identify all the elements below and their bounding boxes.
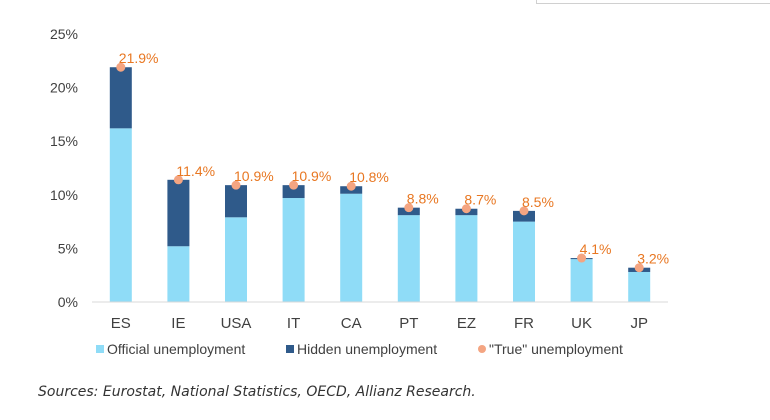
y-tick-label: 20%: [50, 80, 78, 96]
y-tick-label: 5%: [58, 240, 78, 256]
data-label-ie: 11.4%: [176, 163, 215, 179]
y-tick-label: 0%: [58, 294, 78, 310]
y-tick-label: 25%: [50, 26, 78, 42]
marker-true-pt: [404, 203, 414, 213]
bar-official-usa: [225, 217, 247, 302]
y-axis: 0% 5% 10% 15% 20% 25%: [50, 26, 78, 310]
data-label-pt: 8.8%: [407, 191, 439, 207]
bar-chart: 0% 5% 10% 15% 20% 25% 21.9% 11.4% 10.9% 10.9% 10.…: [50, 26, 669, 357]
bar-official-uk: [570, 259, 593, 302]
marker-true-ez: [461, 204, 471, 214]
bar-hidden-ie: [167, 179, 190, 247]
x-tick-label-ez: EZ: [457, 315, 476, 332]
bar-hidden-fr: [513, 210, 535, 222]
marker-true-it: [289, 180, 299, 190]
bar-official-es: [109, 128, 132, 302]
x-axis-labels: ES IE USA IT CA PT EZ FR UK JP: [111, 315, 648, 332]
bar-official-pt: [397, 215, 420, 302]
x-tick-label-ca: CA: [341, 315, 362, 332]
bar-official-jp: [628, 271, 651, 302]
marker-true-ie: [173, 175, 183, 185]
marker-true-es: [116, 62, 126, 72]
bar-official-ca: [340, 193, 363, 302]
legend-label-2: Hidden unemployment: [297, 341, 437, 357]
x-tick-label-it: IT: [287, 315, 300, 332]
x-tick-label-fr: FR: [514, 315, 534, 332]
bar-hidden-it: [282, 185, 305, 199]
marker-true-ca: [346, 181, 356, 191]
data-label-ca: 10.8%: [349, 169, 389, 185]
window-edge-divider: [536, 0, 770, 4]
true-unemployment-markers: 21.9% 11.4% 10.9% 10.9% 10.8% 8.8% 8.7% 8.5% 4.1…: [116, 50, 669, 273]
x-tick-label-usa: USA: [221, 315, 252, 332]
bar-official-ez: [455, 215, 478, 302]
data-label-usa: 10.9%: [234, 168, 274, 184]
bar-official-ie: [167, 246, 190, 302]
legend-swatch-2: [286, 345, 294, 353]
data-label-fr: 8.5%: [522, 194, 554, 210]
marker-true-uk: [577, 253, 587, 263]
x-tick-label-uk: UK: [571, 315, 592, 332]
marker-true-fr: [519, 206, 529, 216]
bars: [109, 67, 651, 302]
marker-true-jp: [634, 263, 644, 273]
x-tick-label-pt: PT: [399, 315, 418, 332]
source-note: Sources: Eurostat, National Statistics, …: [38, 384, 476, 400]
bar-official-it: [282, 198, 305, 302]
legend-swatch-3: [478, 345, 486, 353]
bar-official-fr: [513, 221, 535, 302]
data-label-uk: 4.1%: [580, 241, 612, 257]
y-tick-label: 10%: [50, 187, 78, 203]
bar-hidden-es: [109, 67, 132, 129]
bar-hidden-usa: [225, 185, 247, 218]
data-label-ez: 8.7%: [464, 192, 496, 208]
legend: Official unemployment Hidden unemployment…: [96, 341, 623, 357]
y-tick-label: 15%: [50, 133, 78, 149]
x-tick-label-es: ES: [111, 315, 131, 332]
legend-swatch-1: [96, 345, 104, 353]
x-tick-label-ie: IE: [171, 315, 185, 332]
legend-label-3: "True" unemployment: [489, 341, 623, 357]
legend-label-1: Official unemployment: [107, 341, 245, 357]
marker-true-usa: [231, 180, 241, 190]
data-label-jp: 3.2%: [637, 251, 669, 267]
data-label-it: 10.9%: [292, 168, 332, 184]
x-tick-label-jp: JP: [630, 315, 648, 332]
data-label-es: 21.9%: [119, 50, 159, 66]
